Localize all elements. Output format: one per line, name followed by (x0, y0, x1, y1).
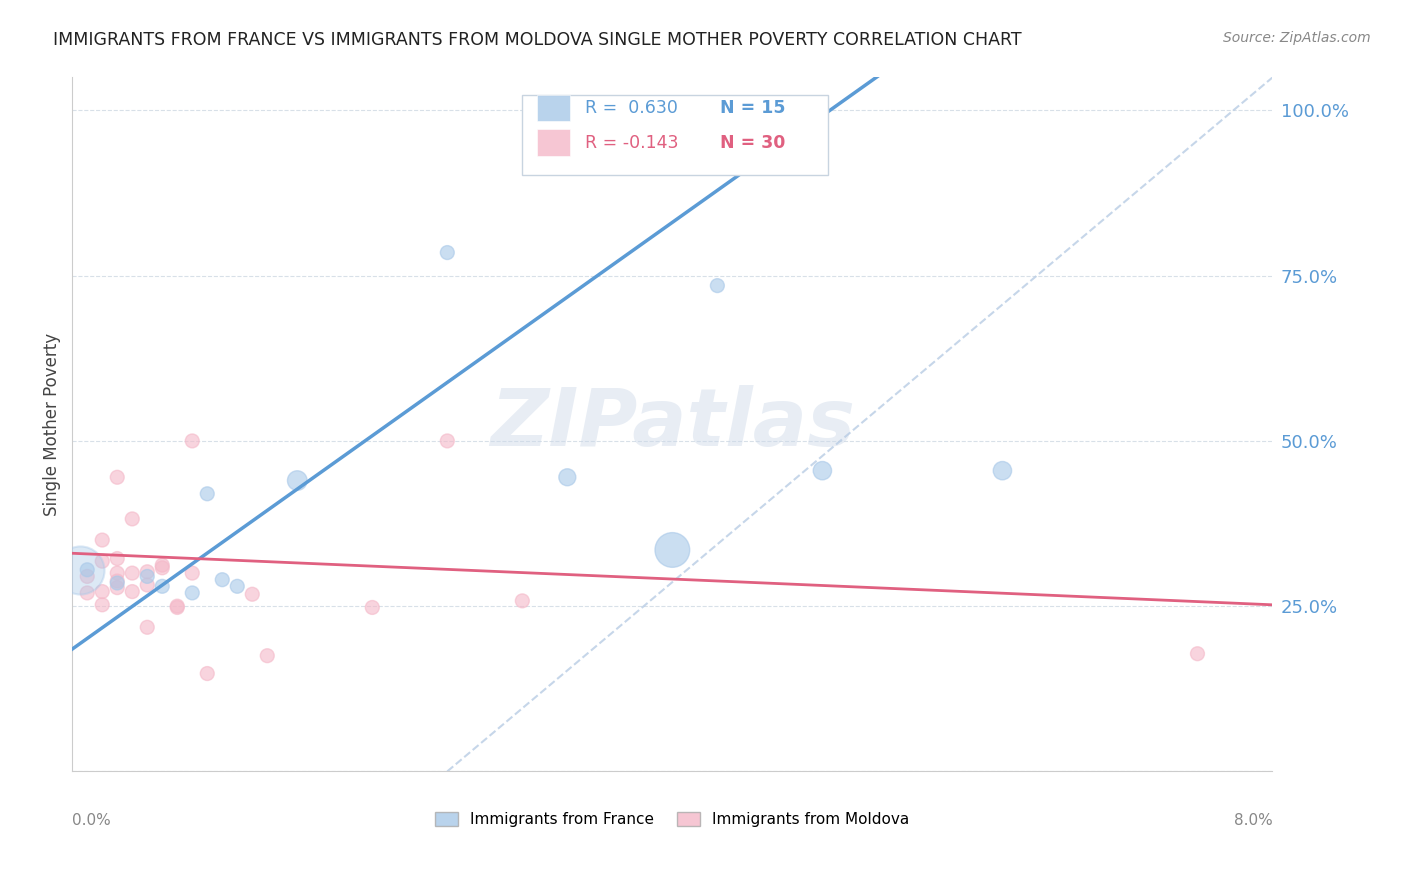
Point (557, 470, 579, 484)
Point (121, 584, 143, 599)
Point (136, 565, 159, 579)
Text: N = 30: N = 30 (720, 134, 786, 152)
Point (105, 574, 128, 588)
Point (436, 245, 458, 260)
Point (105, 551, 128, 566)
Point (436, 434, 458, 448)
FancyBboxPatch shape (537, 95, 571, 121)
Point (226, 579, 249, 593)
Text: Source: ZipAtlas.com: Source: ZipAtlas.com (1223, 31, 1371, 45)
Point (69, 563, 91, 577)
Point (136, 578, 159, 592)
Point (166, 599, 188, 614)
Point (510, 594, 533, 608)
Point (240, 587, 263, 601)
Point (76, 563, 98, 577)
Point (150, 558, 173, 573)
Point (91, 533, 114, 547)
Point (991, 464, 1014, 478)
Point (1187, 647, 1209, 661)
Text: IMMIGRANTS FROM FRANCE VS IMMIGRANTS FROM MOLDOVA SINGLE MOTHER POVERTY CORRELAT: IMMIGRANTS FROM FRANCE VS IMMIGRANTS FRO… (53, 31, 1022, 49)
Point (91, 554, 114, 568)
Point (285, 474, 308, 488)
Point (150, 561, 173, 575)
Point (181, 434, 204, 448)
Point (706, 278, 728, 293)
Point (256, 648, 278, 663)
Point (136, 620, 159, 634)
Text: R = -0.143: R = -0.143 (585, 134, 678, 152)
Point (150, 579, 173, 593)
Point (195, 487, 218, 501)
Point (121, 566, 143, 580)
Point (76, 586, 98, 600)
Point (181, 586, 204, 600)
FancyBboxPatch shape (522, 95, 828, 175)
Text: 0.0%: 0.0% (72, 813, 111, 828)
Point (211, 573, 233, 587)
Point (105, 581, 128, 595)
Text: R =  0.630: R = 0.630 (585, 99, 678, 117)
Point (195, 666, 218, 681)
FancyBboxPatch shape (537, 129, 571, 156)
Point (91, 584, 114, 599)
Point (105, 470, 128, 484)
Point (121, 512, 143, 526)
Point (361, 600, 384, 615)
Point (181, 566, 204, 580)
Point (105, 576, 128, 591)
Y-axis label: Single Mother Poverty: Single Mother Poverty (44, 333, 60, 516)
Text: N = 15: N = 15 (720, 99, 786, 117)
Point (811, 464, 834, 478)
Point (166, 600, 188, 615)
Point (136, 569, 159, 583)
Point (76, 569, 98, 583)
Text: ZIPatlas: ZIPatlas (489, 385, 855, 464)
Point (91, 598, 114, 612)
Point (105, 566, 128, 580)
Legend: Immigrants from France, Immigrants from Moldova: Immigrants from France, Immigrants from … (429, 805, 915, 833)
Text: 8.0%: 8.0% (1233, 813, 1272, 828)
Point (661, 543, 683, 558)
